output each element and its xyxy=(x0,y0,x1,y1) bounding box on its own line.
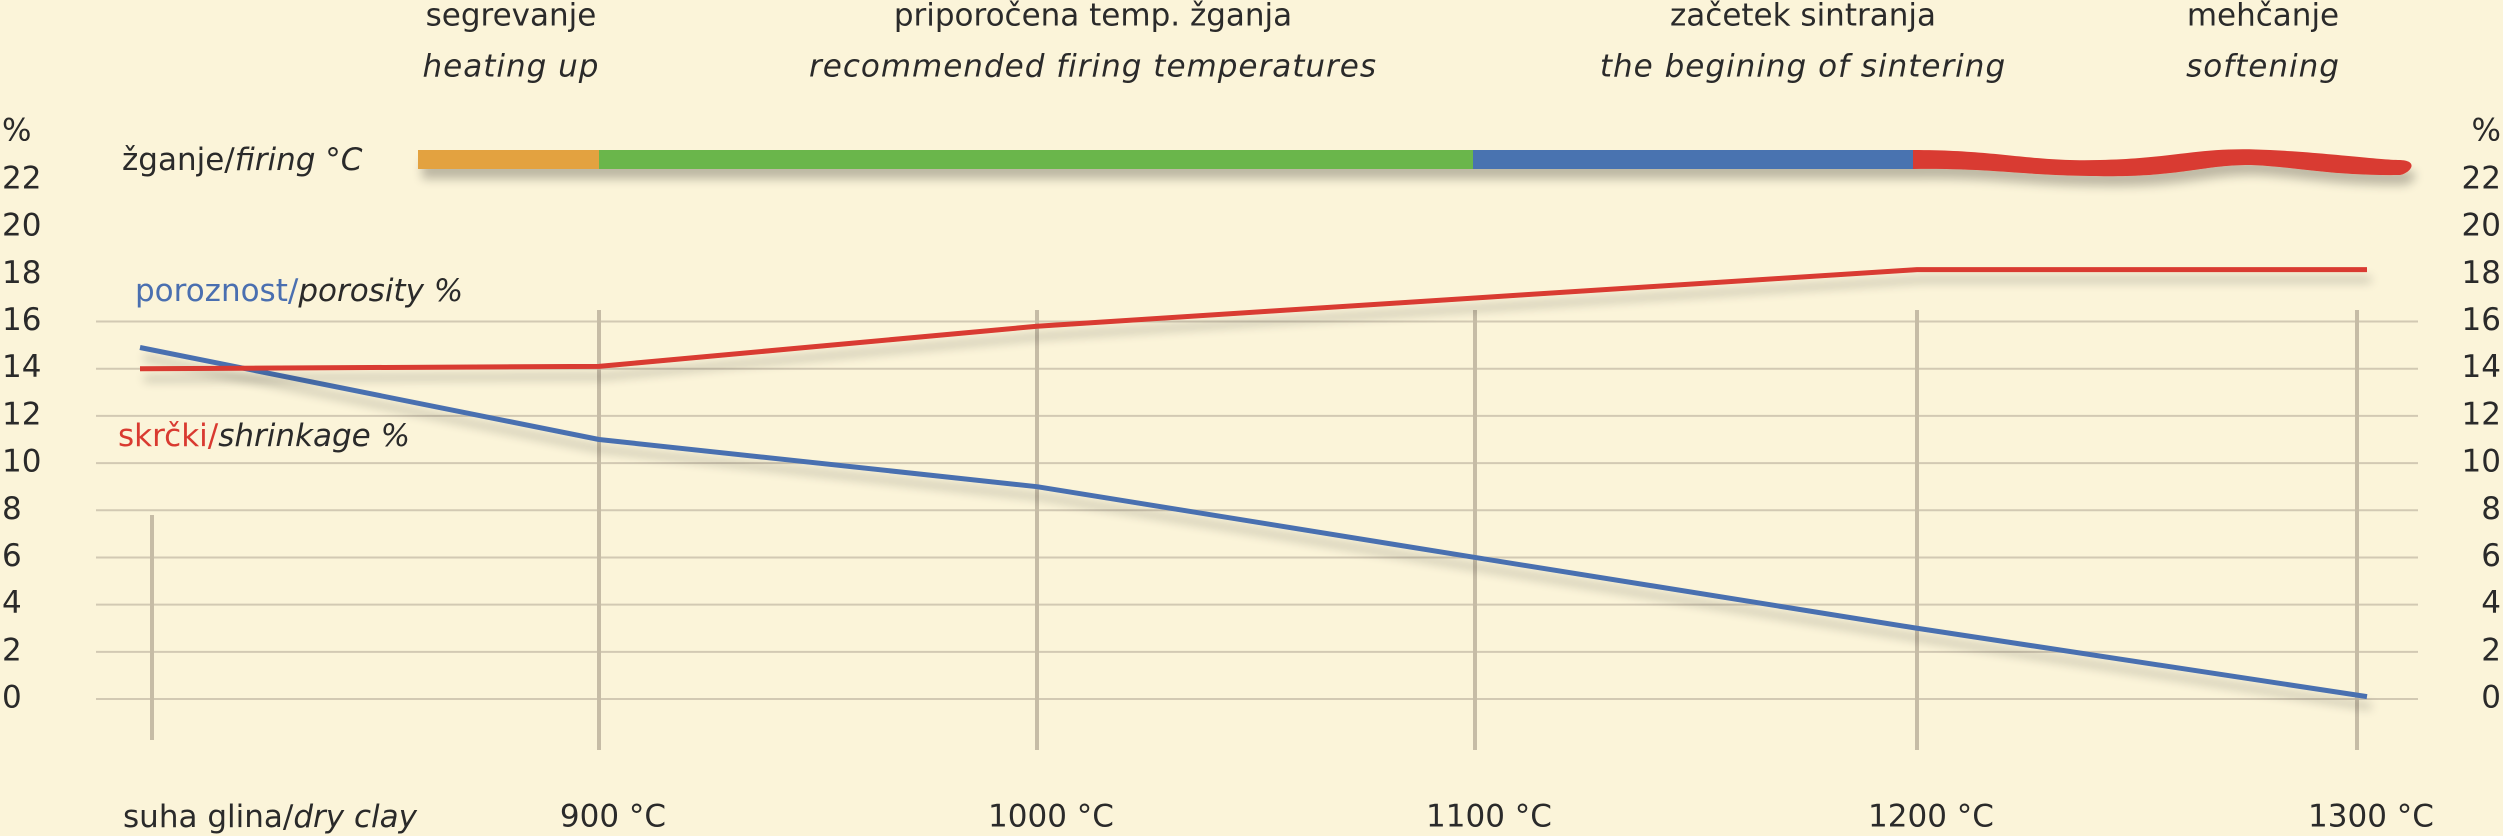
y-tick-label: 6 xyxy=(2,538,22,574)
firing-label: žganje/firing °C xyxy=(122,142,363,178)
y-tick-label: 14 xyxy=(2,349,41,385)
y-tick-label-right: 2 xyxy=(2481,632,2501,668)
y-tick-label-right: 18 xyxy=(2462,255,2501,291)
phase-name: segrevanje xyxy=(426,0,597,34)
phase-name-en: the begining of sintering xyxy=(1600,49,2006,85)
firing-segment-wavy xyxy=(1913,149,2412,177)
y-tick-label: 16 xyxy=(2,302,41,338)
y-tick-label: 4 xyxy=(2,585,22,621)
firing-bar xyxy=(418,149,2412,177)
firing-segment xyxy=(418,150,599,169)
y-tick-label-right: 14 xyxy=(2462,349,2501,385)
x-tick-label: 1000 °C xyxy=(988,799,1114,835)
x-tick-label: 1100 °C xyxy=(1426,799,1552,835)
x-tick-label: suha glina/dry clay xyxy=(123,799,418,835)
phase-name-en: recommended firing temperatures xyxy=(809,49,1377,85)
y-tick-label-right: 12 xyxy=(2462,396,2501,432)
phase-name-en: heating up xyxy=(423,49,600,85)
y-tick-label-right: 6 xyxy=(2481,538,2501,574)
y-tick-label: 18 xyxy=(2,255,41,291)
y-unit-left: % xyxy=(2,113,31,149)
y-tick-label-right: 20 xyxy=(2462,208,2501,244)
y-tick-label-right: 0 xyxy=(2481,680,2501,716)
y-tick-label: 10 xyxy=(2,444,41,480)
phase-name-en: softening xyxy=(2186,49,2340,85)
y-tick-label: 8 xyxy=(2,491,22,527)
series-line xyxy=(139,345,2368,700)
y-tick-label-right: 22 xyxy=(2462,161,2501,197)
y-tick-label-right: 8 xyxy=(2481,491,2501,527)
x-tick-label: 1300 °C xyxy=(2308,799,2434,835)
phase-name: priporočena temp. žganja xyxy=(894,0,1292,34)
x-tick-label: 900 °C xyxy=(560,799,666,835)
y-tick-label: 20 xyxy=(2,208,41,244)
y-tick-label-right: 4 xyxy=(2481,585,2501,621)
y-tick-label: 2 xyxy=(2,632,22,668)
phase-name: začetek sintranja xyxy=(1670,0,1936,34)
y-tick-label-right: 10 xyxy=(2462,444,2501,480)
y-tick-label: 22 xyxy=(2,161,41,197)
y-tick-label-right: 16 xyxy=(2462,302,2501,338)
phase-name: mehčanje xyxy=(2187,0,2339,34)
series-line xyxy=(139,267,2367,372)
firing-segment xyxy=(599,150,1473,169)
legend-label: skrčki/shrinkage % xyxy=(118,418,410,454)
y-tick-label: 12 xyxy=(2,396,41,432)
y-tick-label: 0 xyxy=(2,680,22,716)
legend-label: poroznost/porosity % xyxy=(135,273,463,309)
y-unit-right: % xyxy=(2472,113,2501,149)
x-tick-label: 1200 °C xyxy=(1868,799,1994,835)
firing-segment xyxy=(1473,150,1913,169)
